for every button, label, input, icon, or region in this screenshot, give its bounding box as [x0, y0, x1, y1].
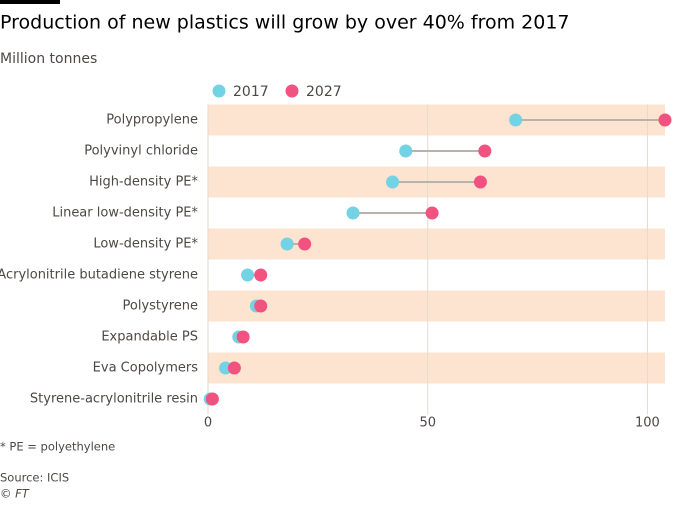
y-tick-label: Low-density PE* — [93, 237, 198, 252]
chart-title: Production of new plastics will grow by … — [0, 12, 570, 34]
dot — [658, 113, 672, 127]
row-band — [208, 352, 665, 384]
dot — [425, 206, 439, 220]
dot — [386, 175, 400, 189]
dot — [227, 361, 241, 375]
y-tick-label: Polyvinyl chloride — [84, 144, 198, 159]
row-band — [208, 290, 665, 322]
row-band — [208, 228, 665, 260]
source: Source: ICIS — [0, 471, 69, 485]
legend-label: 2017 — [233, 84, 269, 100]
y-tick-label: Styrene-acrylonitrile resin — [30, 392, 198, 407]
dot — [478, 144, 492, 158]
y-tick-label: Polypropylene — [106, 113, 198, 128]
y-tick-label: Linear low-density PE* — [52, 206, 198, 221]
y-tick-label: Acrylonitrile butadiene styrene — [0, 268, 198, 283]
dot — [254, 268, 268, 282]
dot — [298, 237, 312, 251]
legend-swatch — [285, 84, 299, 98]
dot — [280, 237, 294, 251]
dot — [236, 330, 250, 344]
dot — [473, 175, 487, 189]
y-tick-label: Expandable PS — [101, 330, 198, 345]
dot — [346, 206, 360, 220]
dot — [241, 268, 255, 282]
dot — [254, 299, 268, 313]
x-tick-label: 50 — [419, 416, 436, 431]
dot — [509, 113, 523, 127]
chart-subtitle: Million tonnes — [0, 51, 97, 67]
y-tick-label: Eva Copolymers — [93, 361, 199, 376]
y-tick-label: High-density PE* — [89, 175, 198, 190]
footnote: * PE = polyethylene — [0, 440, 115, 454]
legend-label: 2027 — [306, 84, 342, 100]
y-tick-label: Polystyrene — [123, 299, 199, 314]
brand-bar — [0, 0, 60, 4]
x-tick-label: 0 — [204, 416, 212, 431]
credit: © FT — [0, 487, 30, 501]
dot — [205, 392, 219, 406]
dot — [399, 144, 413, 158]
legend-swatch — [212, 84, 226, 98]
x-tick-label: 100 — [635, 416, 660, 431]
